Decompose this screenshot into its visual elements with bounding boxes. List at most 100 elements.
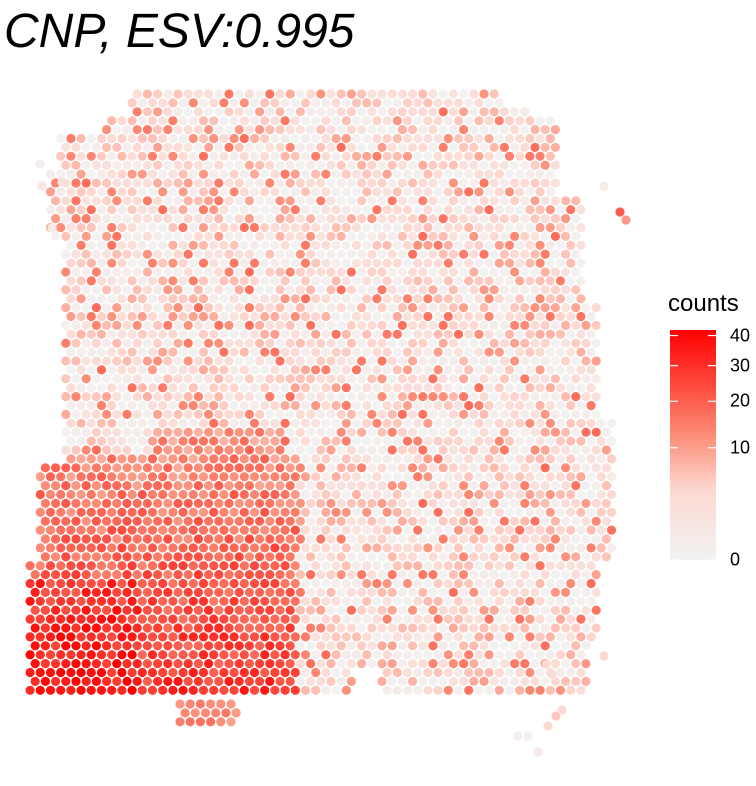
spot-point [244, 142, 254, 152]
spot-point [469, 338, 479, 348]
spot-point [224, 160, 234, 170]
spot-point [433, 98, 443, 108]
spot-point [204, 320, 214, 330]
spot-point [71, 427, 81, 437]
spot-point [163, 605, 173, 615]
spot-point [469, 142, 479, 152]
spot-point [183, 374, 193, 384]
spot-point [453, 116, 464, 126]
spot-point [112, 605, 122, 615]
spot-point [504, 347, 515, 357]
spot-point [530, 641, 540, 651]
spot-point [494, 169, 504, 179]
spot-point [387, 392, 397, 402]
spot-point [306, 409, 316, 419]
spot-point [265, 409, 275, 419]
spot-point [153, 605, 163, 615]
spot-point [117, 205, 127, 215]
spot-point [484, 151, 494, 161]
spot-point [76, 240, 86, 250]
spot-point [142, 267, 152, 277]
spot-point [249, 578, 260, 589]
spot-point [300, 222, 311, 233]
spot-point [530, 142, 540, 152]
spot-point [173, 641, 183, 651]
spot-point [81, 445, 91, 455]
spot-point [453, 365, 464, 375]
spot-point [459, 303, 469, 313]
spot-point [464, 187, 474, 197]
spot-point [576, 489, 586, 500]
spot-point [561, 498, 571, 508]
spot-point [295, 142, 305, 152]
spot-point [122, 125, 132, 135]
spot-point [204, 587, 214, 598]
spot-point [280, 596, 290, 606]
spot-point [86, 561, 96, 571]
spot-point [260, 650, 270, 660]
spot-point [489, 107, 499, 117]
spot-point [132, 409, 142, 419]
spot-point [275, 605, 285, 615]
spot-point [586, 561, 596, 571]
spot-point [479, 605, 489, 615]
spot-point [372, 258, 382, 268]
spot-point [459, 676, 469, 687]
spot-point [188, 454, 198, 464]
spot-point [122, 445, 132, 455]
spot-point [112, 303, 122, 313]
spot-point [71, 641, 81, 651]
spot-point [158, 98, 168, 108]
spot-point [239, 685, 249, 695]
spot-point [428, 320, 438, 330]
spot-point [408, 641, 418, 651]
spot-point [229, 365, 239, 375]
spot-point [413, 472, 423, 482]
spot-point [499, 570, 509, 580]
spot-point [66, 685, 76, 695]
spot-point [107, 329, 117, 339]
spot-point [188, 222, 198, 233]
spot-point [219, 525, 229, 535]
spot-point [392, 169, 402, 179]
spot-point [489, 320, 499, 330]
spot-point [489, 125, 499, 135]
spot-point [489, 481, 499, 491]
spot-point [127, 561, 137, 571]
spot-point [229, 685, 239, 695]
spot-point [137, 489, 147, 500]
spot-point [566, 294, 576, 304]
spot-point [153, 356, 163, 366]
spot-point [122, 605, 132, 615]
spot-point [402, 329, 413, 339]
spot-point [469, 587, 479, 598]
spot-point [443, 276, 453, 286]
spot-point [185, 717, 195, 727]
spot-point [137, 365, 147, 375]
spot-point [504, 294, 515, 304]
spot-point [408, 249, 418, 259]
spot-point [453, 578, 464, 589]
spot-point [448, 659, 458, 669]
spot-point [91, 641, 101, 651]
spot-point [326, 623, 336, 633]
spot-point [484, 454, 494, 464]
spot-point [515, 222, 525, 233]
spot-point [489, 214, 499, 224]
spot-point [326, 570, 336, 580]
spot-point [576, 347, 586, 357]
spot-point [183, 178, 193, 188]
spot-point [392, 276, 402, 286]
spot-point [336, 160, 346, 170]
spot-point [239, 454, 249, 464]
spot-point [581, 374, 591, 384]
spot-point [535, 187, 545, 197]
spot-point [530, 374, 540, 384]
spot-point [326, 249, 336, 259]
spot-point [351, 489, 362, 500]
spot-point [499, 320, 509, 330]
spot-point [285, 160, 295, 170]
spot-point [346, 552, 356, 562]
spot-point [300, 116, 311, 126]
spot-point [540, 320, 550, 330]
